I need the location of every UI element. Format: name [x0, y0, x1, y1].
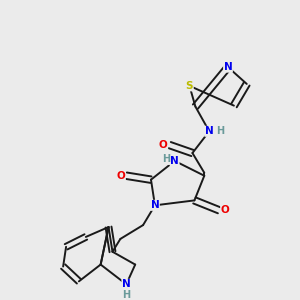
Text: N: N	[205, 126, 214, 136]
Text: O: O	[221, 205, 230, 215]
Text: O: O	[159, 140, 168, 150]
Text: H: H	[162, 154, 170, 164]
Text: H: H	[122, 290, 130, 300]
Text: S: S	[186, 81, 193, 91]
Text: N: N	[224, 62, 232, 72]
Text: O: O	[117, 171, 125, 181]
Text: H: H	[216, 126, 224, 136]
Text: N: N	[170, 156, 179, 166]
Text: N: N	[151, 200, 159, 210]
Text: N: N	[122, 279, 131, 289]
